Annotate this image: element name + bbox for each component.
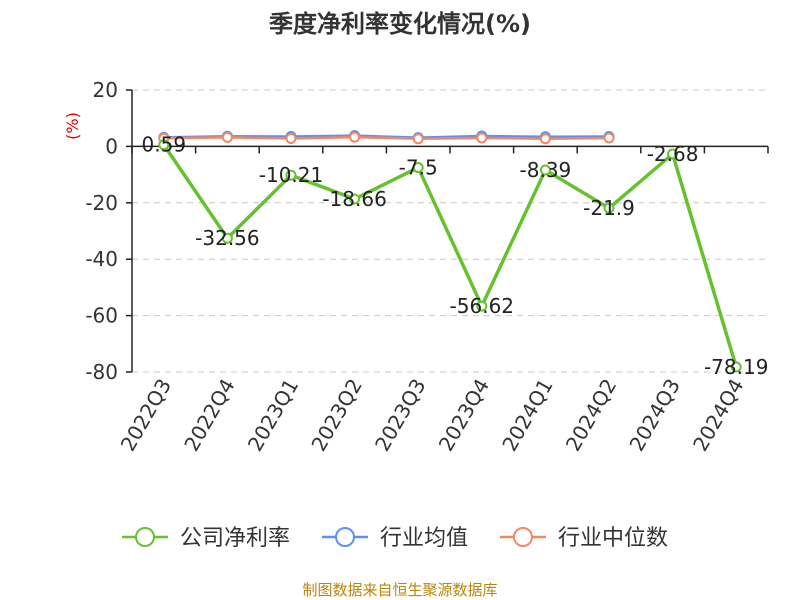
data-point xyxy=(667,148,679,160)
data-label: -2.68 xyxy=(647,142,699,166)
data-point xyxy=(730,361,742,373)
x-tick-label: 2024Q4 xyxy=(688,375,748,456)
data-point xyxy=(476,300,488,312)
data-point xyxy=(603,202,615,214)
y-axis-label: (%) xyxy=(63,112,82,140)
x-tick-label: 2023Q2 xyxy=(306,375,366,456)
legend-swatch-marker xyxy=(135,527,155,547)
data-label: -7.5 xyxy=(399,156,438,180)
y-tick-label: -80 xyxy=(85,360,118,384)
data-label: -8.39 xyxy=(520,158,572,182)
data-point xyxy=(285,169,297,181)
y-tick-label: -60 xyxy=(85,304,118,328)
data-point xyxy=(603,132,615,144)
x-tick-label: 2022Q3 xyxy=(116,375,176,456)
data-label: -10.21 xyxy=(259,163,323,187)
x-tick-label: 2023Q1 xyxy=(243,375,303,456)
data-point xyxy=(221,131,233,143)
data-point xyxy=(349,131,361,143)
legend-label: 公司净利率 xyxy=(180,526,290,551)
data-label: -32.56 xyxy=(195,226,259,250)
series-line xyxy=(163,134,610,139)
data-label: -18.66 xyxy=(322,187,386,211)
data-point xyxy=(221,232,233,244)
grid-lines xyxy=(132,89,768,373)
data-point xyxy=(476,132,488,144)
data-label: 0.59 xyxy=(142,133,187,157)
data-labels: 0.59 -32.56 -10.21-18.66 -7.5 -56.62 -8.39 -21… xyxy=(142,133,769,379)
data-label: -56.62 xyxy=(450,294,514,318)
data-label: -21.9 xyxy=(583,196,635,220)
x-tick-label: 2023Q3 xyxy=(370,375,430,456)
series-line xyxy=(162,143,738,368)
x-tick-label: 2022Q4 xyxy=(179,375,239,456)
legend-swatch-marker xyxy=(335,527,355,547)
y-tick-label: -20 xyxy=(85,191,118,215)
legend-swatch-marker xyxy=(513,527,533,547)
y-tick-label: -40 xyxy=(85,247,118,271)
y-tick-label: 0 xyxy=(105,134,118,158)
series-layer xyxy=(158,130,742,373)
legend: 公司净利率 行业均值 行业中位数 xyxy=(122,526,668,551)
data-point xyxy=(539,164,551,176)
legend-label: 行业均值 xyxy=(380,526,468,551)
series-line xyxy=(163,135,610,141)
footer-source: 制图数据来自恒生聚源数据库 xyxy=(302,581,497,599)
legend-label: 行业中位数 xyxy=(558,526,668,551)
y-tick-label: 20 xyxy=(93,78,118,102)
data-point xyxy=(349,193,361,205)
data-point xyxy=(412,133,424,145)
data-point xyxy=(158,139,170,151)
x-tick-label: 2024Q2 xyxy=(561,375,621,456)
data-point xyxy=(412,162,424,174)
data-point xyxy=(285,133,297,145)
data-point xyxy=(539,133,551,145)
x-tick-label: 2024Q3 xyxy=(624,375,684,456)
x-tick-label: 2023Q4 xyxy=(434,375,494,456)
x-tick-label: 2024Q1 xyxy=(497,375,557,456)
data-label: -78.19 xyxy=(704,355,768,379)
chart-title: 季度净利率变化情况(%) xyxy=(269,10,531,38)
